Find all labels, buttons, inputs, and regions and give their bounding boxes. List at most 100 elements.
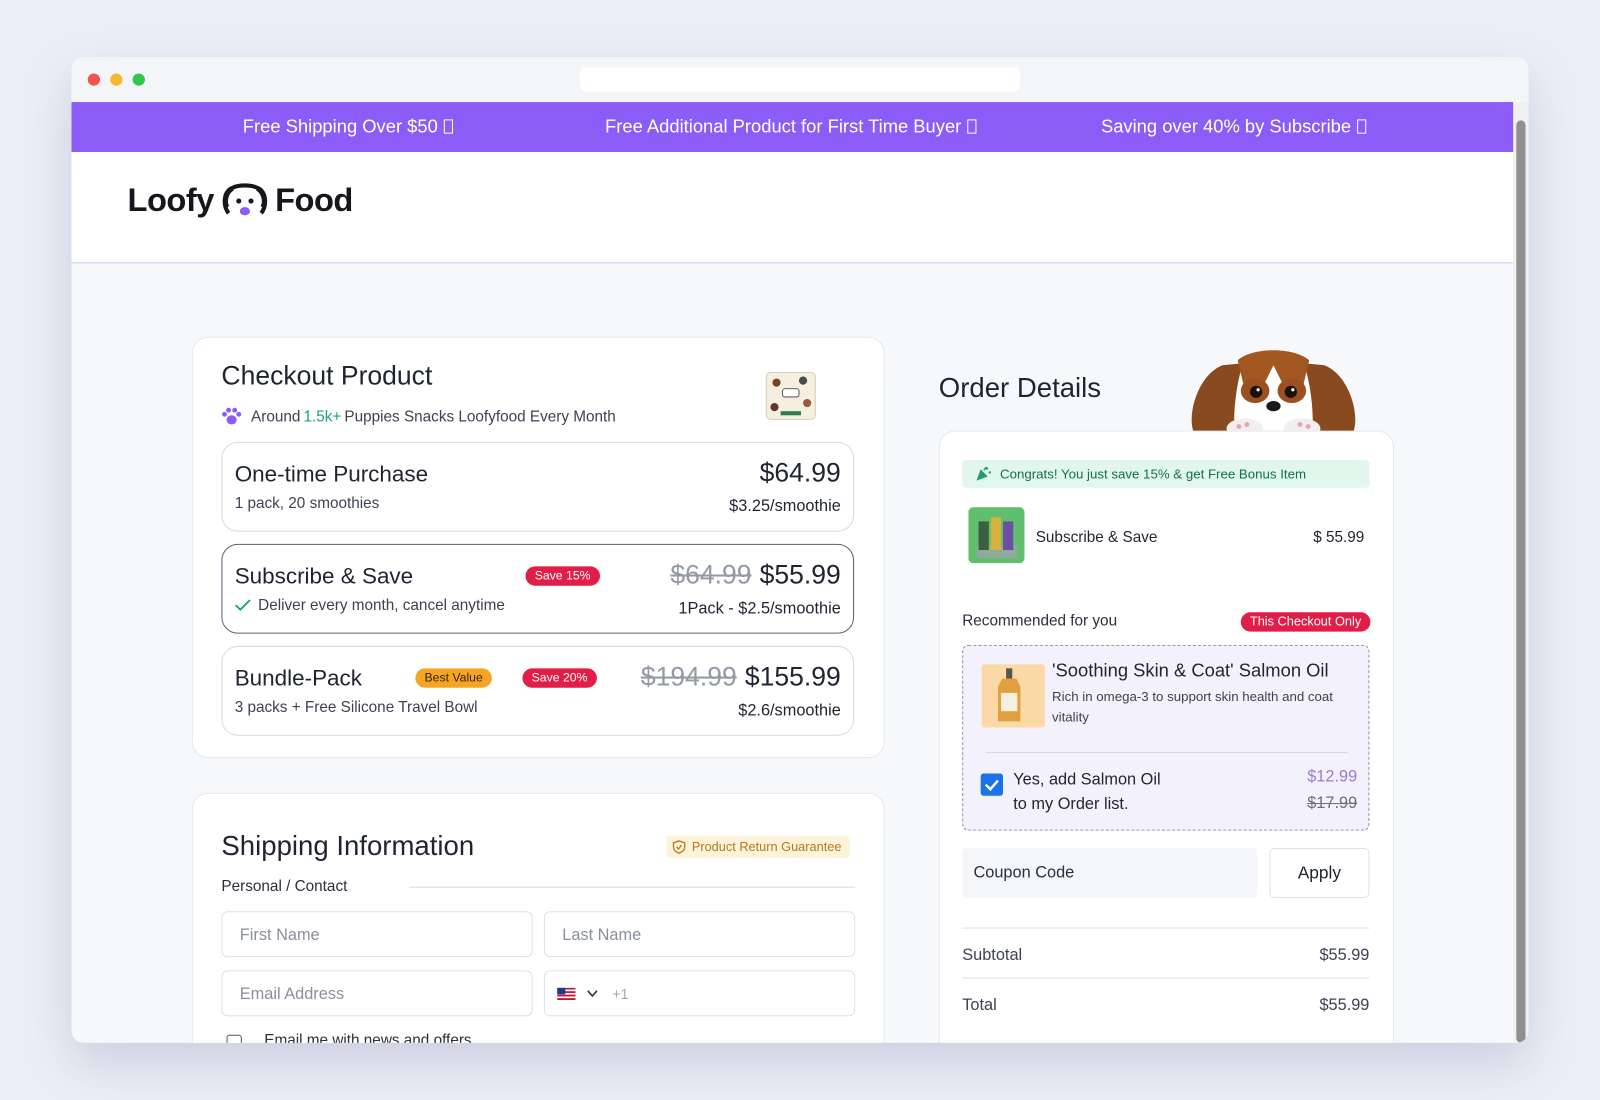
phone-input[interactable]: +1 xyxy=(543,970,856,1017)
browser-window: Free Shipping Over $50 Free Additional Pr… xyxy=(71,57,1529,1043)
email-input[interactable]: Email Address xyxy=(221,970,533,1017)
check-icon xyxy=(235,599,251,611)
maximize-button[interactable] xyxy=(132,73,145,86)
tagline-highlight: 1.5k+ xyxy=(303,407,342,425)
option-detail: Deliver every month, cancel anytime xyxy=(235,597,505,614)
upsell-price: $12.99 xyxy=(1307,768,1358,786)
purchase-option[interactable]: One-time Purchase 1 pack, 20 smoothies $64… xyxy=(221,441,855,532)
newsletter-checkbox[interactable] xyxy=(226,1034,242,1043)
product-image xyxy=(765,371,816,420)
item-image xyxy=(968,507,1025,564)
subtotal-label: Subtotal xyxy=(962,946,1023,965)
promo-item: Saving over 40% by Subscribe xyxy=(1100,116,1367,137)
logo-icon xyxy=(222,182,267,215)
shipping-card: Shipping Information Product Return Guar… xyxy=(191,792,885,1043)
guarantee-text: Product Return Guarantee xyxy=(691,839,842,855)
unit-price: $3.25/smoothie xyxy=(729,497,841,516)
promo-bar: Free Shipping Over $50 Free Additional Pr… xyxy=(71,102,1514,153)
recommended-badge: This Checkout Only xyxy=(1240,612,1371,632)
upsell-description: Rich in omega-3 to support skin health a… xyxy=(1052,688,1334,725)
option-name: Subscribe & Save xyxy=(234,563,414,589)
site-header: Loofy Food xyxy=(71,152,1514,264)
divider xyxy=(985,752,1348,754)
unit-price: 1Pack - $2.5/smoothie xyxy=(678,599,841,618)
promo-item: Free Shipping Over $50 xyxy=(243,116,454,137)
detail-text: Deliver every month, cancel anytime xyxy=(258,596,505,615)
promo-icon xyxy=(967,119,977,134)
promo-icon xyxy=(443,119,454,134)
guarantee-badge: Product Return Guarantee xyxy=(666,835,850,859)
item-price: $ 55.99 xyxy=(1313,528,1365,546)
apply-button[interactable]: Apply xyxy=(1269,847,1370,898)
recommended-label: Recommended for you xyxy=(962,612,1118,630)
option-name: One-time Purchase xyxy=(234,461,429,487)
upsell-old-price: $17.99 xyxy=(1307,794,1358,813)
option-detail: 3 packs + Free Silicone Travel Bowl xyxy=(235,699,478,716)
newsletter-label: Email me with news and offers xyxy=(264,1031,472,1043)
order-title: Order Details xyxy=(938,372,1102,404)
option-price: $194.99 $155.99 xyxy=(641,661,841,693)
promo-text: Saving over 40% by Subscribe xyxy=(1100,116,1352,137)
card-title: Checkout Product xyxy=(221,360,433,391)
logo-text: Food xyxy=(275,181,353,219)
first-name-input[interactable]: First Name xyxy=(221,911,533,958)
promo-icon xyxy=(1357,119,1367,134)
detail-text: 1 pack, 20 smoothies xyxy=(234,494,380,513)
section-label: Personal / Contact xyxy=(221,877,348,895)
purchase-option[interactable]: Subscribe & Save Save 15% Deliver every mo… xyxy=(221,543,855,634)
divider xyxy=(409,886,856,888)
item-name: Subscribe & Save xyxy=(1035,528,1158,546)
scrollbar-thumb[interactable] xyxy=(1516,120,1526,1043)
tagline: Around 1.5k+ Puppies Snacks Loofyfood Ever… xyxy=(221,407,616,425)
shield-icon xyxy=(672,840,686,854)
total-label: Total xyxy=(962,996,997,1015)
upsell-box: 'Soothing Skin & Coat' Salmon Oil Rich i… xyxy=(962,644,1370,831)
subtotal-row: Subtotal $55.99 xyxy=(962,947,1369,965)
logo-text: Loofy xyxy=(127,181,215,219)
tagline-text: Around xyxy=(251,407,301,425)
option-detail: 1 pack, 20 smoothies xyxy=(235,495,380,512)
option-name: Bundle-Pack xyxy=(234,665,362,691)
option-price: $64.99 xyxy=(760,457,841,489)
option-badge: Best Value xyxy=(415,668,492,688)
total-row: Total $55.99 xyxy=(962,997,1369,1015)
check-path xyxy=(235,599,251,611)
confirm-line: to my Order list. xyxy=(1013,795,1129,814)
order-card: Congrats! You just save 15% & get Free B… xyxy=(938,430,1394,1043)
flag-icon xyxy=(557,987,576,1000)
last-name-input[interactable]: Last Name xyxy=(543,911,856,958)
phone-code: +1 xyxy=(612,985,629,1003)
savings-notice: Congrats! You just save 15% & get Free B… xyxy=(962,460,1370,488)
purchase-option[interactable]: Bundle-Pack Best Value Save 20% 3 packs + F… xyxy=(221,645,855,736)
checkout-card: Checkout Product Around 1.5k+ Puppies Snac… xyxy=(191,336,885,759)
promo-item: Free Additional Product for First Time B… xyxy=(605,116,977,137)
promo-text: Free Additional Product for First Time B… xyxy=(605,116,962,137)
logo[interactable]: Loofy Food xyxy=(127,181,354,220)
total-value: $55.99 xyxy=(1319,996,1370,1015)
close-button[interactable] xyxy=(87,73,100,86)
divider xyxy=(962,977,1370,979)
confirm-line: Yes, add Salmon Oil xyxy=(1013,771,1161,789)
upsell-image xyxy=(981,664,1045,728)
option-price: $64.99 $55.99 xyxy=(670,559,840,591)
old-price: $64.99 xyxy=(670,559,752,590)
coupon-input[interactable]: Coupon Code xyxy=(962,847,1258,898)
option-badge: Save 20% xyxy=(522,668,597,688)
minimize-button[interactable] xyxy=(110,73,123,86)
party-icon xyxy=(976,466,992,481)
upsell-checkbox[interactable] xyxy=(980,773,1004,796)
price: $155.99 xyxy=(744,661,841,692)
puppy-image xyxy=(1191,348,1356,433)
upsell-title: 'Soothing Skin & Coat' Salmon Oil xyxy=(1052,660,1329,681)
paw-icon xyxy=(222,407,242,425)
address-bar[interactable] xyxy=(579,67,1021,92)
subtotal-value: $55.99 xyxy=(1319,946,1370,965)
old-price: $194.99 xyxy=(640,661,737,692)
price: $55.99 xyxy=(759,559,841,590)
price: $64.99 xyxy=(759,457,841,488)
notice-text: Congrats! You just save 15% & get Free B… xyxy=(999,466,1307,482)
unit-price: $2.6/smoothie xyxy=(738,702,841,720)
option-badge: Save 15% xyxy=(525,566,600,586)
